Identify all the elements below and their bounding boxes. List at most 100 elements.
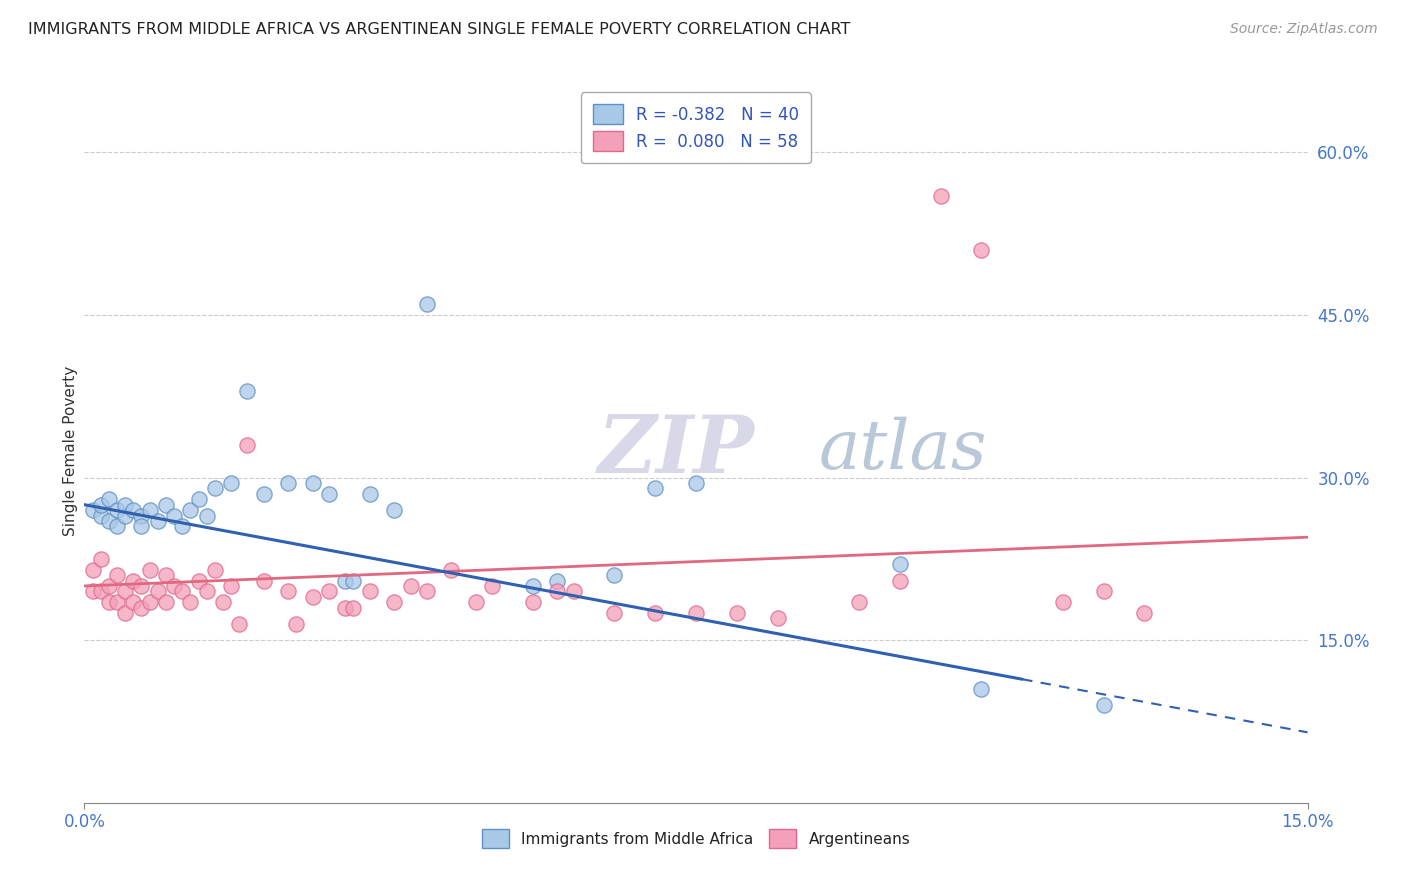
Point [1092, 698, 1115, 713]
Point [277, 475, 299, 490]
Point [131, 579, 153, 593]
Point [970, 681, 993, 696]
Point [644, 482, 666, 496]
Point [685, 606, 707, 620]
Point [90, 508, 112, 523]
Point [236, 384, 259, 398]
Point [970, 243, 993, 257]
Point [301, 590, 323, 604]
Point [236, 438, 259, 452]
Point [889, 558, 911, 572]
Point [848, 595, 870, 609]
Point [359, 584, 381, 599]
Point [155, 568, 177, 582]
Point [163, 508, 186, 523]
Point [179, 503, 201, 517]
Point [228, 616, 250, 631]
Point [155, 595, 177, 609]
Point [382, 595, 405, 609]
Point [522, 579, 544, 593]
Point [1092, 584, 1115, 599]
Point [97, 492, 120, 507]
Point [219, 579, 242, 593]
Legend: Immigrants from Middle Africa, Argentineans: Immigrants from Middle Africa, Argentine… [471, 819, 921, 859]
Point [114, 498, 136, 512]
Point [318, 584, 340, 599]
Point [301, 475, 323, 490]
Point [359, 487, 381, 501]
Point [603, 606, 626, 620]
Point [416, 297, 439, 311]
Point [342, 574, 364, 588]
Point [546, 584, 568, 599]
Point [562, 584, 585, 599]
Point [195, 508, 218, 523]
Point [382, 503, 405, 517]
Point [90, 498, 112, 512]
Point [179, 595, 201, 609]
Point [204, 482, 226, 496]
Point [644, 606, 666, 620]
Point [97, 514, 120, 528]
Point [1052, 595, 1074, 609]
Point [212, 595, 235, 609]
Point [929, 188, 952, 202]
Point [416, 584, 439, 599]
Point [97, 579, 120, 593]
Text: IMMIGRANTS FROM MIDDLE AFRICA VS ARGENTINEAN SINGLE FEMALE POVERTY CORRELATION C: IMMIGRANTS FROM MIDDLE AFRICA VS ARGENTI… [28, 22, 851, 37]
Point [204, 563, 226, 577]
Point [603, 568, 626, 582]
Point [90, 584, 112, 599]
Point [131, 519, 153, 533]
Point [285, 616, 308, 631]
Point [131, 600, 153, 615]
Point [725, 606, 748, 620]
Point [155, 498, 177, 512]
Point [1133, 606, 1156, 620]
Point [114, 584, 136, 599]
Point [122, 574, 145, 588]
Point [546, 574, 568, 588]
Y-axis label: Single Female Poverty: Single Female Poverty [63, 366, 77, 535]
Point [105, 503, 128, 517]
Point [481, 579, 503, 593]
Point [82, 503, 104, 517]
Point [114, 606, 136, 620]
Point [464, 595, 486, 609]
Point [90, 552, 112, 566]
Point [342, 600, 364, 615]
Point [685, 475, 707, 490]
Point [522, 595, 544, 609]
Point [335, 600, 357, 615]
Point [172, 584, 194, 599]
Point [195, 584, 218, 599]
Text: Source: ZipAtlas.com: Source: ZipAtlas.com [1230, 22, 1378, 37]
Point [138, 503, 160, 517]
Point [253, 574, 276, 588]
Point [146, 584, 169, 599]
Point [97, 595, 120, 609]
Point [138, 595, 160, 609]
Point [122, 595, 145, 609]
Point [440, 563, 463, 577]
Point [253, 487, 276, 501]
Point [399, 579, 422, 593]
Point [277, 584, 299, 599]
Point [163, 579, 186, 593]
Point [172, 519, 194, 533]
Point [766, 611, 789, 625]
Point [122, 503, 145, 517]
Point [146, 514, 169, 528]
Point [187, 492, 209, 507]
Point [105, 519, 128, 533]
Point [114, 508, 136, 523]
Point [318, 487, 340, 501]
Point [82, 584, 104, 599]
Text: atlas: atlas [818, 417, 987, 483]
Point [105, 568, 128, 582]
Point [889, 574, 911, 588]
Point [82, 563, 104, 577]
Point [105, 595, 128, 609]
Point [138, 563, 160, 577]
Text: ZIP: ZIP [598, 412, 755, 489]
